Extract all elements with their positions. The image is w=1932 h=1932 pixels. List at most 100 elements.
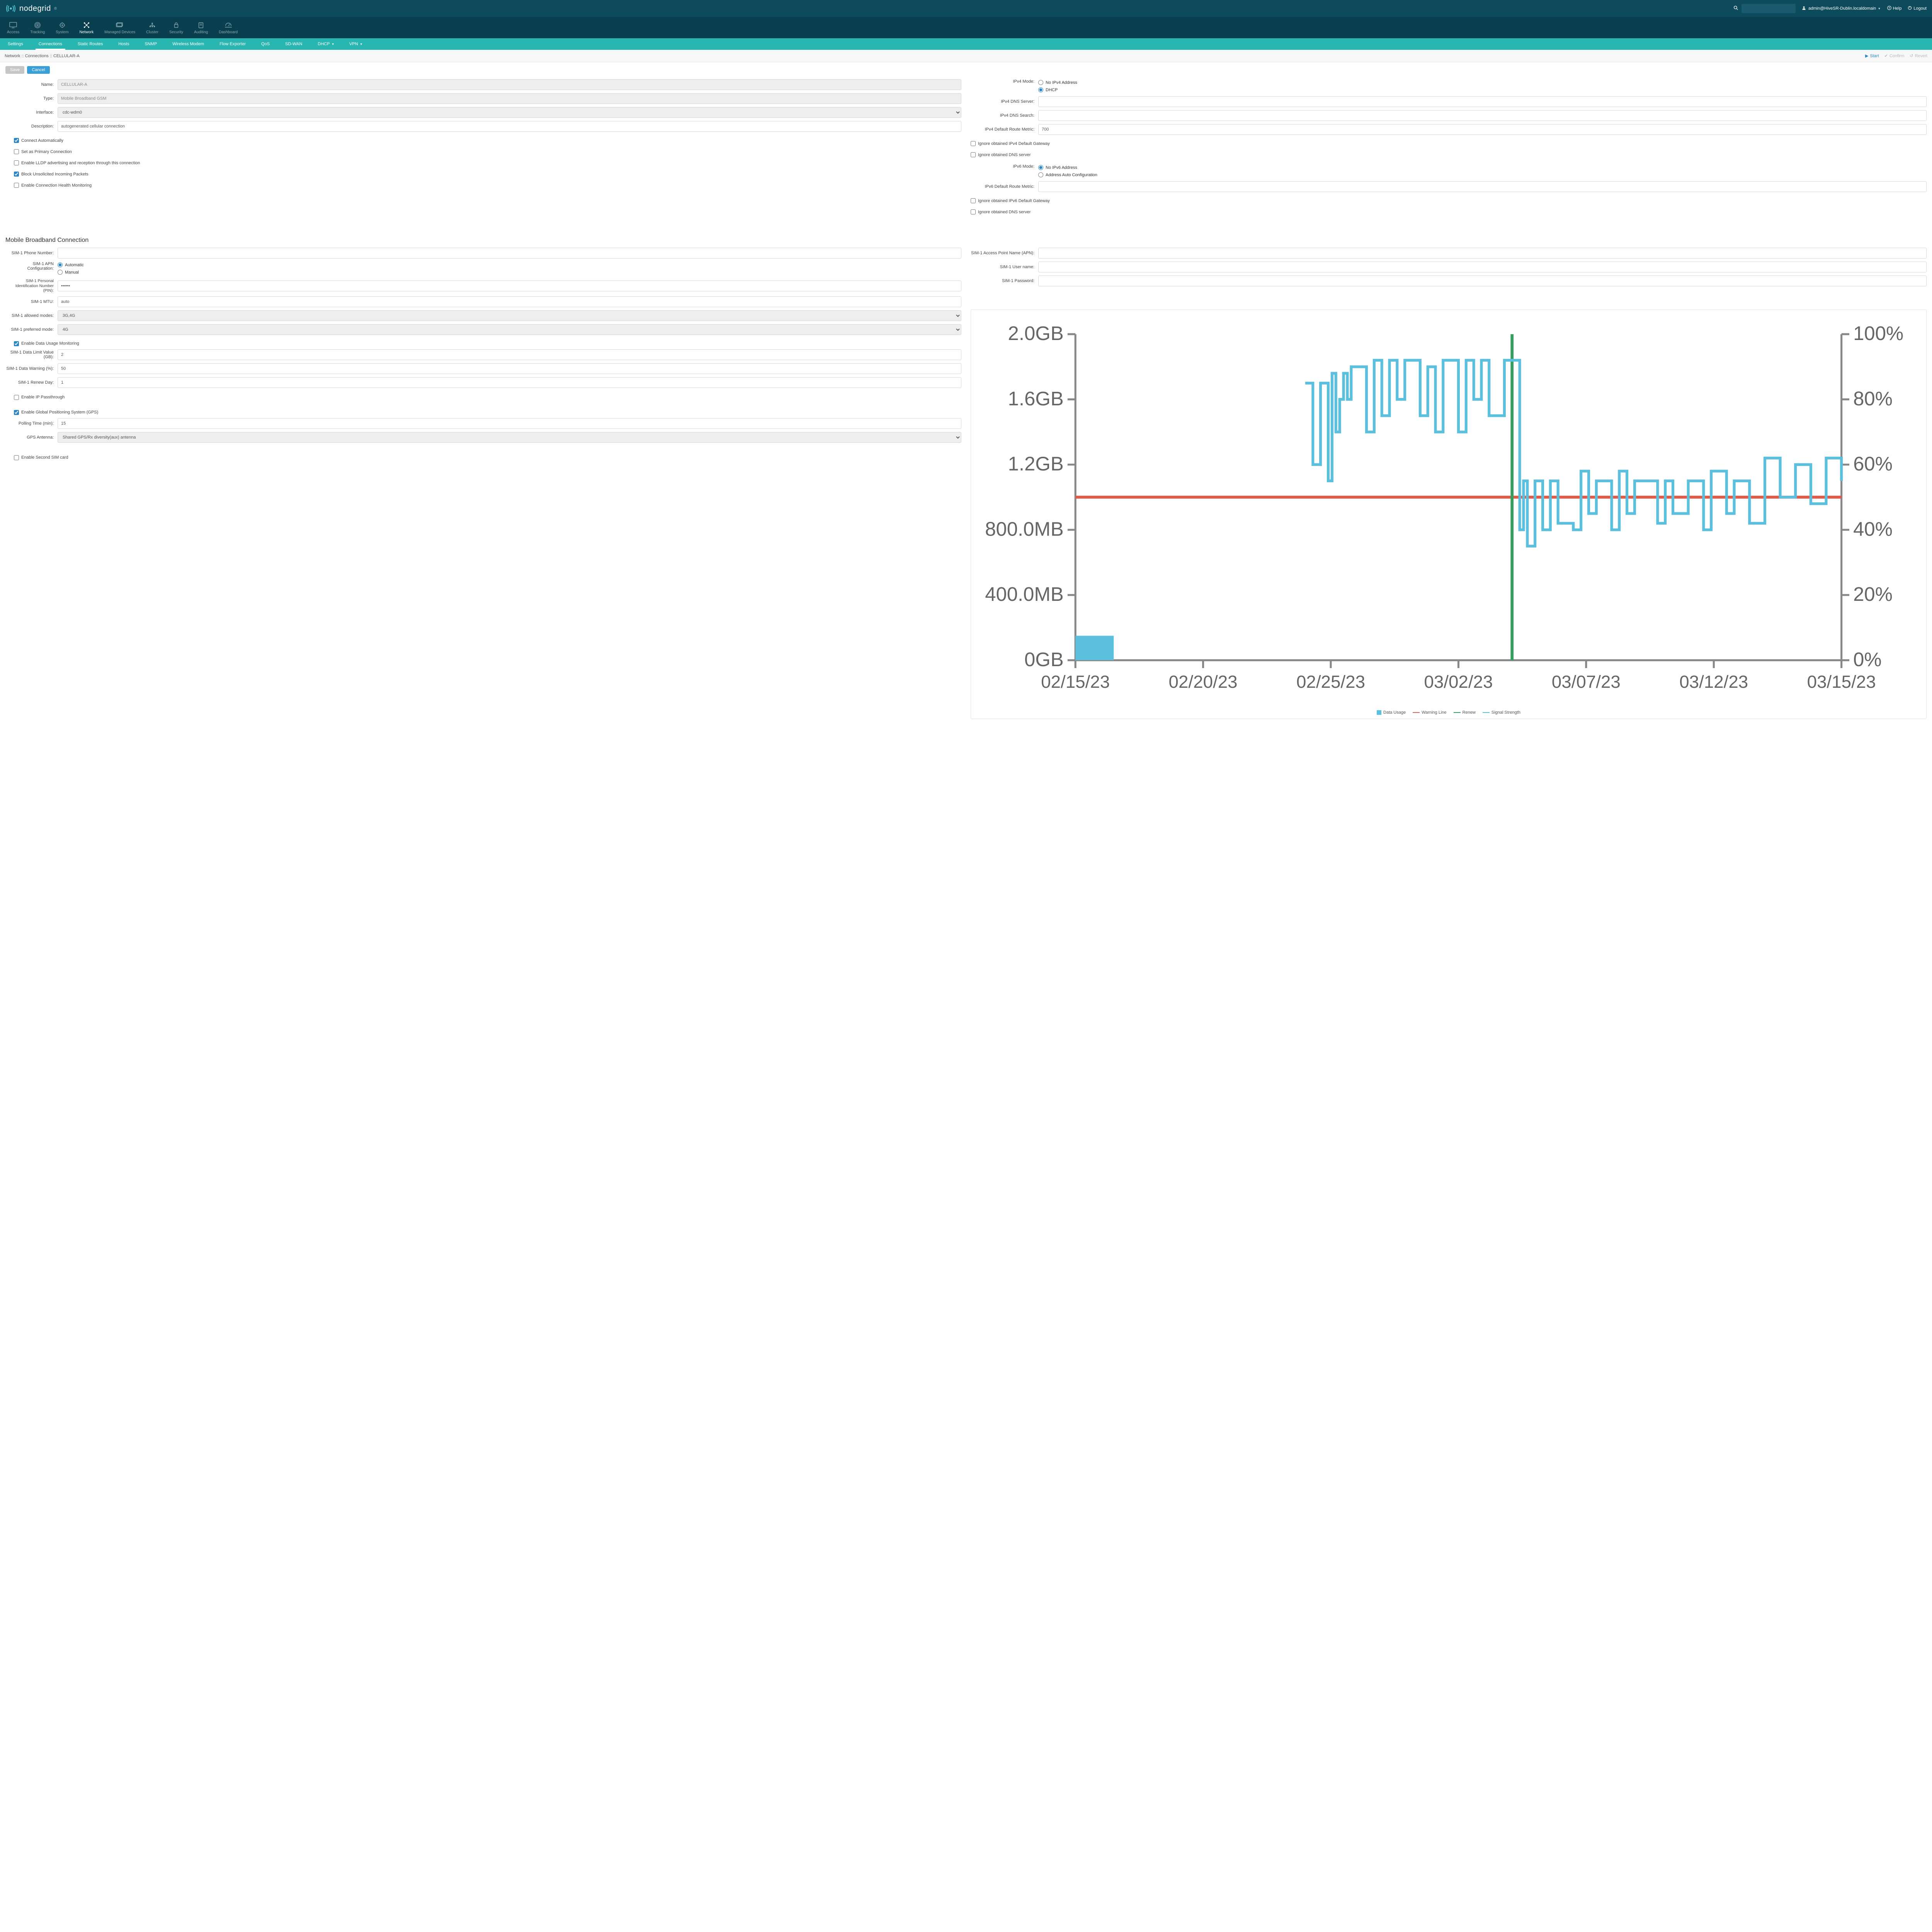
apn-auto-option[interactable]: Automatic [58, 262, 961, 267]
ipv6-auto-option[interactable]: Address Auto Configuration [1038, 172, 1927, 177]
ipv6-no-addr-option[interactable]: No IPv6 Address [1038, 165, 1927, 170]
enable-gps-checkbox[interactable] [14, 410, 19, 415]
ipv6-route-metric-field[interactable] [1038, 181, 1927, 192]
apn-manual-radio[interactable] [58, 270, 63, 275]
enable-lldp-checkbox[interactable] [14, 160, 19, 165]
confirm-label: Confirm [1889, 54, 1905, 58]
gps-antenna-select[interactable]: Shared GPS/Rx diversity(aux) antenna [58, 432, 961, 443]
user-menu[interactable]: admin@HiveSR-Dublin.localdomain ▾ [1802, 6, 1880, 11]
subnav-vpn[interactable]: VPN▾ [342, 38, 370, 50]
enable-health-checkbox[interactable] [14, 183, 19, 188]
subnav-flow-exporter[interactable]: Flow Exporter [212, 38, 253, 50]
subnav-settings[interactable]: Settings [0, 38, 31, 50]
ipv4-route-metric-field[interactable] [1038, 124, 1927, 135]
ipv4-dns-server-field[interactable] [1038, 96, 1927, 107]
type-field[interactable] [58, 93, 961, 104]
nav-item-access[interactable]: Access [2, 20, 25, 38]
logout-link[interactable]: Logout [1908, 6, 1927, 11]
subnav-qos[interactable]: QoS [253, 38, 277, 50]
nav-item-cluster[interactable]: Cluster [141, 20, 164, 38]
ipv6-auto-radio[interactable] [1038, 172, 1043, 177]
name-field[interactable] [58, 79, 961, 90]
search-icon[interactable] [1733, 5, 1738, 12]
enable-lldp-row[interactable]: Enable LLDP advertising and reception th… [5, 157, 961, 168]
enable-data-usage-checkbox[interactable] [14, 341, 19, 346]
search-input[interactable] [1742, 4, 1796, 13]
subnav-connections[interactable]: Connections [31, 38, 70, 50]
enable-sim2-row[interactable]: Enable Second SIM card [5, 452, 961, 463]
ip-passthrough-row[interactable]: Enable IP Passthrough [5, 392, 961, 403]
enable-data-usage-row[interactable]: Enable Data Usage Monitoring [5, 338, 961, 349]
set-primary-row[interactable]: Set as Primary Connection [5, 146, 961, 157]
interface-select[interactable]: cdc-wdm0 [58, 107, 961, 118]
nav-label: Network [80, 30, 94, 34]
sim1-apn-field[interactable] [1038, 248, 1927, 259]
polling-time-field[interactable] [58, 418, 961, 429]
ipv4-dhcp-radio[interactable] [1038, 87, 1043, 92]
block-unsolicited-row[interactable]: Block Unsolicited Incoming Packets [5, 168, 961, 180]
apn-manual-option[interactable]: Manual [58, 270, 961, 275]
nav-item-network[interactable]: Network [74, 20, 99, 38]
description-field[interactable] [58, 121, 961, 132]
ignore-ipv6-gw-row[interactable]: Ignore obtained IPv6 Default Gateway [971, 195, 1927, 206]
subnav-label: Hosts [118, 42, 129, 46]
sim1-renew-field[interactable] [58, 377, 961, 388]
nav-item-security[interactable]: Security [164, 20, 189, 38]
sim1-phone-field[interactable] [58, 248, 961, 259]
revert-action[interactable]: ↺ Revert [1910, 53, 1927, 58]
svg-text:03/02/23: 03/02/23 [1424, 672, 1493, 692]
ignore-dns2-checkbox[interactable] [971, 209, 976, 214]
nav-item-system[interactable]: System [50, 20, 74, 38]
sim1-mtu-field[interactable] [58, 296, 961, 307]
ipv6-no-addr-radio[interactable] [1038, 165, 1043, 170]
subnav-wireless-modem[interactable]: Wireless Modem [165, 38, 212, 50]
nav-item-auditing[interactable]: Auditing [189, 20, 213, 38]
mobile-broadband-form: SIM-1 Phone Number: SIM-1 APN Configurat… [0, 248, 1932, 727]
sim1-pin-field[interactable] [58, 281, 961, 291]
nav-item-dashboard[interactable]: Dashboard [213, 20, 243, 38]
ignore-dns2-row[interactable]: Ignore obtained DNS server [971, 206, 1927, 218]
subnav-label: SNMP [145, 42, 157, 46]
sim1-user-field[interactable] [1038, 262, 1927, 272]
enable-sim2-checkbox[interactable] [14, 455, 19, 460]
enable-health-row[interactable]: Enable Connection Health Monitoring [5, 180, 961, 191]
ip-passthrough-checkbox[interactable] [14, 395, 19, 400]
ignore-dns-row[interactable]: Ignore obtained DNS server [971, 149, 1927, 160]
subnav-label: SD-WAN [285, 42, 302, 46]
subnav-dhcp[interactable]: DHCP▾ [310, 38, 342, 50]
connect-auto-checkbox[interactable] [14, 138, 19, 143]
set-primary-checkbox[interactable] [14, 149, 19, 154]
sim1-pass-field[interactable] [1038, 276, 1927, 286]
sim1-allowed-select[interactable]: 3G,4G [58, 310, 961, 321]
cancel-button[interactable]: Cancel [27, 66, 49, 74]
subnav-snmp[interactable]: SNMP [137, 38, 165, 50]
ipv4-dhcp-option[interactable]: DHCP [1038, 87, 1927, 92]
nav-item-tracking[interactable]: Tracking [25, 20, 50, 38]
ipv4-dns-search-field[interactable] [1038, 110, 1927, 121]
subnav-sd-wan[interactable]: SD-WAN [277, 38, 310, 50]
block-unsolicited-checkbox[interactable] [14, 172, 19, 177]
enable-gps-row[interactable]: Enable Global Positioning System (GPS) [5, 407, 961, 418]
ignore-ipv4-gw-row[interactable]: Ignore obtained IPv4 Default Gateway [971, 138, 1927, 149]
ignore-ipv6-gw-checkbox[interactable] [971, 198, 976, 203]
apn-auto-radio[interactable] [58, 262, 63, 267]
confirm-action[interactable]: ✔ Confirm [1884, 53, 1905, 58]
help-link[interactable]: ? Help [1887, 6, 1902, 11]
nav-icon [172, 22, 180, 29]
start-action[interactable]: ▶ Start [1865, 53, 1879, 58]
sim1-preferred-select[interactable]: 4G [58, 324, 961, 335]
subnav-hosts[interactable]: Hosts [111, 38, 137, 50]
ignore-ipv4-gw-checkbox[interactable] [971, 141, 976, 146]
ipv4-no-addr-option[interactable]: No IPv4 Address [1038, 80, 1927, 85]
save-button[interactable]: Save [5, 66, 24, 74]
sim1-limit-field[interactable] [58, 349, 961, 360]
nav-item-managed-devices[interactable]: Managed Devices [99, 20, 141, 38]
subnav-static-routes[interactable]: Static Routes [70, 38, 111, 50]
sim1-warn-field[interactable] [58, 363, 961, 374]
ipv4-no-addr-radio[interactable] [1038, 80, 1043, 85]
ignore-dns-checkbox[interactable] [971, 152, 976, 157]
nav-label: Auditing [194, 30, 208, 34]
connect-auto-row[interactable]: Connect Automatically [5, 135, 961, 146]
svg-text:1.6GB: 1.6GB [1008, 388, 1064, 410]
revert-icon: ↺ [1910, 53, 1913, 58]
